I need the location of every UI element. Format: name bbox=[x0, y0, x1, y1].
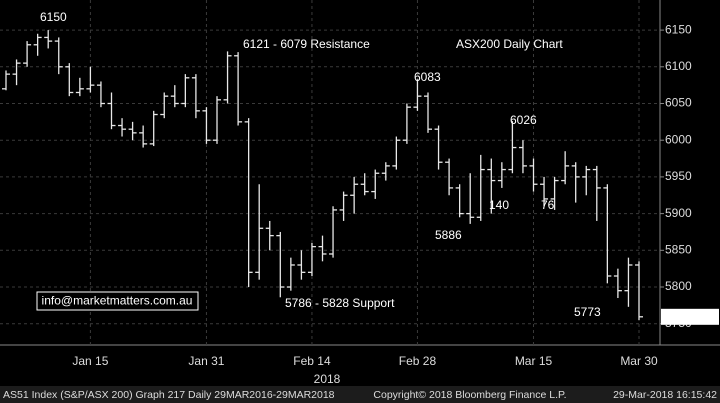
x-axis-label: 2018 bbox=[314, 372, 341, 386]
x-tick-label: Mar 15 bbox=[515, 354, 553, 368]
plot: 575058005850590059506000605061006150Jan … bbox=[0, 0, 719, 368]
x-tick-label: Feb 14 bbox=[293, 354, 331, 368]
annotation: 76 bbox=[541, 198, 555, 212]
annotation: 6083 bbox=[414, 70, 441, 84]
annotation: 140 bbox=[489, 198, 509, 212]
last-price-box bbox=[661, 308, 719, 325]
x-tick-label: Feb 28 bbox=[399, 354, 437, 368]
y-tick-label: 6000 bbox=[665, 132, 692, 146]
y-tick-label: 6100 bbox=[665, 59, 692, 73]
annotation: 6121 - 6079 Resistance bbox=[243, 37, 370, 51]
annotation: 6026 bbox=[510, 113, 537, 127]
y-tick-label: 6050 bbox=[665, 96, 692, 110]
footer-bar bbox=[0, 386, 720, 403]
y-tick-label: 5900 bbox=[665, 206, 692, 220]
annotation: ASX200 Daily Chart bbox=[456, 37, 563, 51]
x-tick-label: Jan 31 bbox=[188, 354, 224, 368]
annotation: 5786 - 5828 Support bbox=[285, 296, 395, 310]
y-tick-label: 6150 bbox=[665, 22, 692, 36]
footer-right: 29-Mar-2018 16:15:42 bbox=[613, 389, 717, 401]
annotation: 6150 bbox=[40, 10, 67, 24]
contact: info@marketmatters.com.au bbox=[42, 294, 193, 308]
annotation: 5886 bbox=[435, 228, 462, 242]
y-tick-label: 5850 bbox=[665, 242, 692, 256]
footer-center: Copyright© 2018 Bloomberg Finance L.P. bbox=[373, 389, 566, 401]
x-tick-label: Mar 30 bbox=[620, 354, 658, 368]
footer-left: AS51 Index (S&P/ASX 200) Graph 217 Daily… bbox=[3, 389, 335, 401]
annotation: 5773 bbox=[574, 305, 601, 319]
y-tick-label: 5950 bbox=[665, 169, 692, 183]
contact-box bbox=[36, 291, 199, 311]
y-tick-label: 5800 bbox=[665, 279, 692, 293]
x-tick-label: Jan 15 bbox=[72, 354, 108, 368]
last-price-label: 5759.398 bbox=[664, 309, 714, 323]
